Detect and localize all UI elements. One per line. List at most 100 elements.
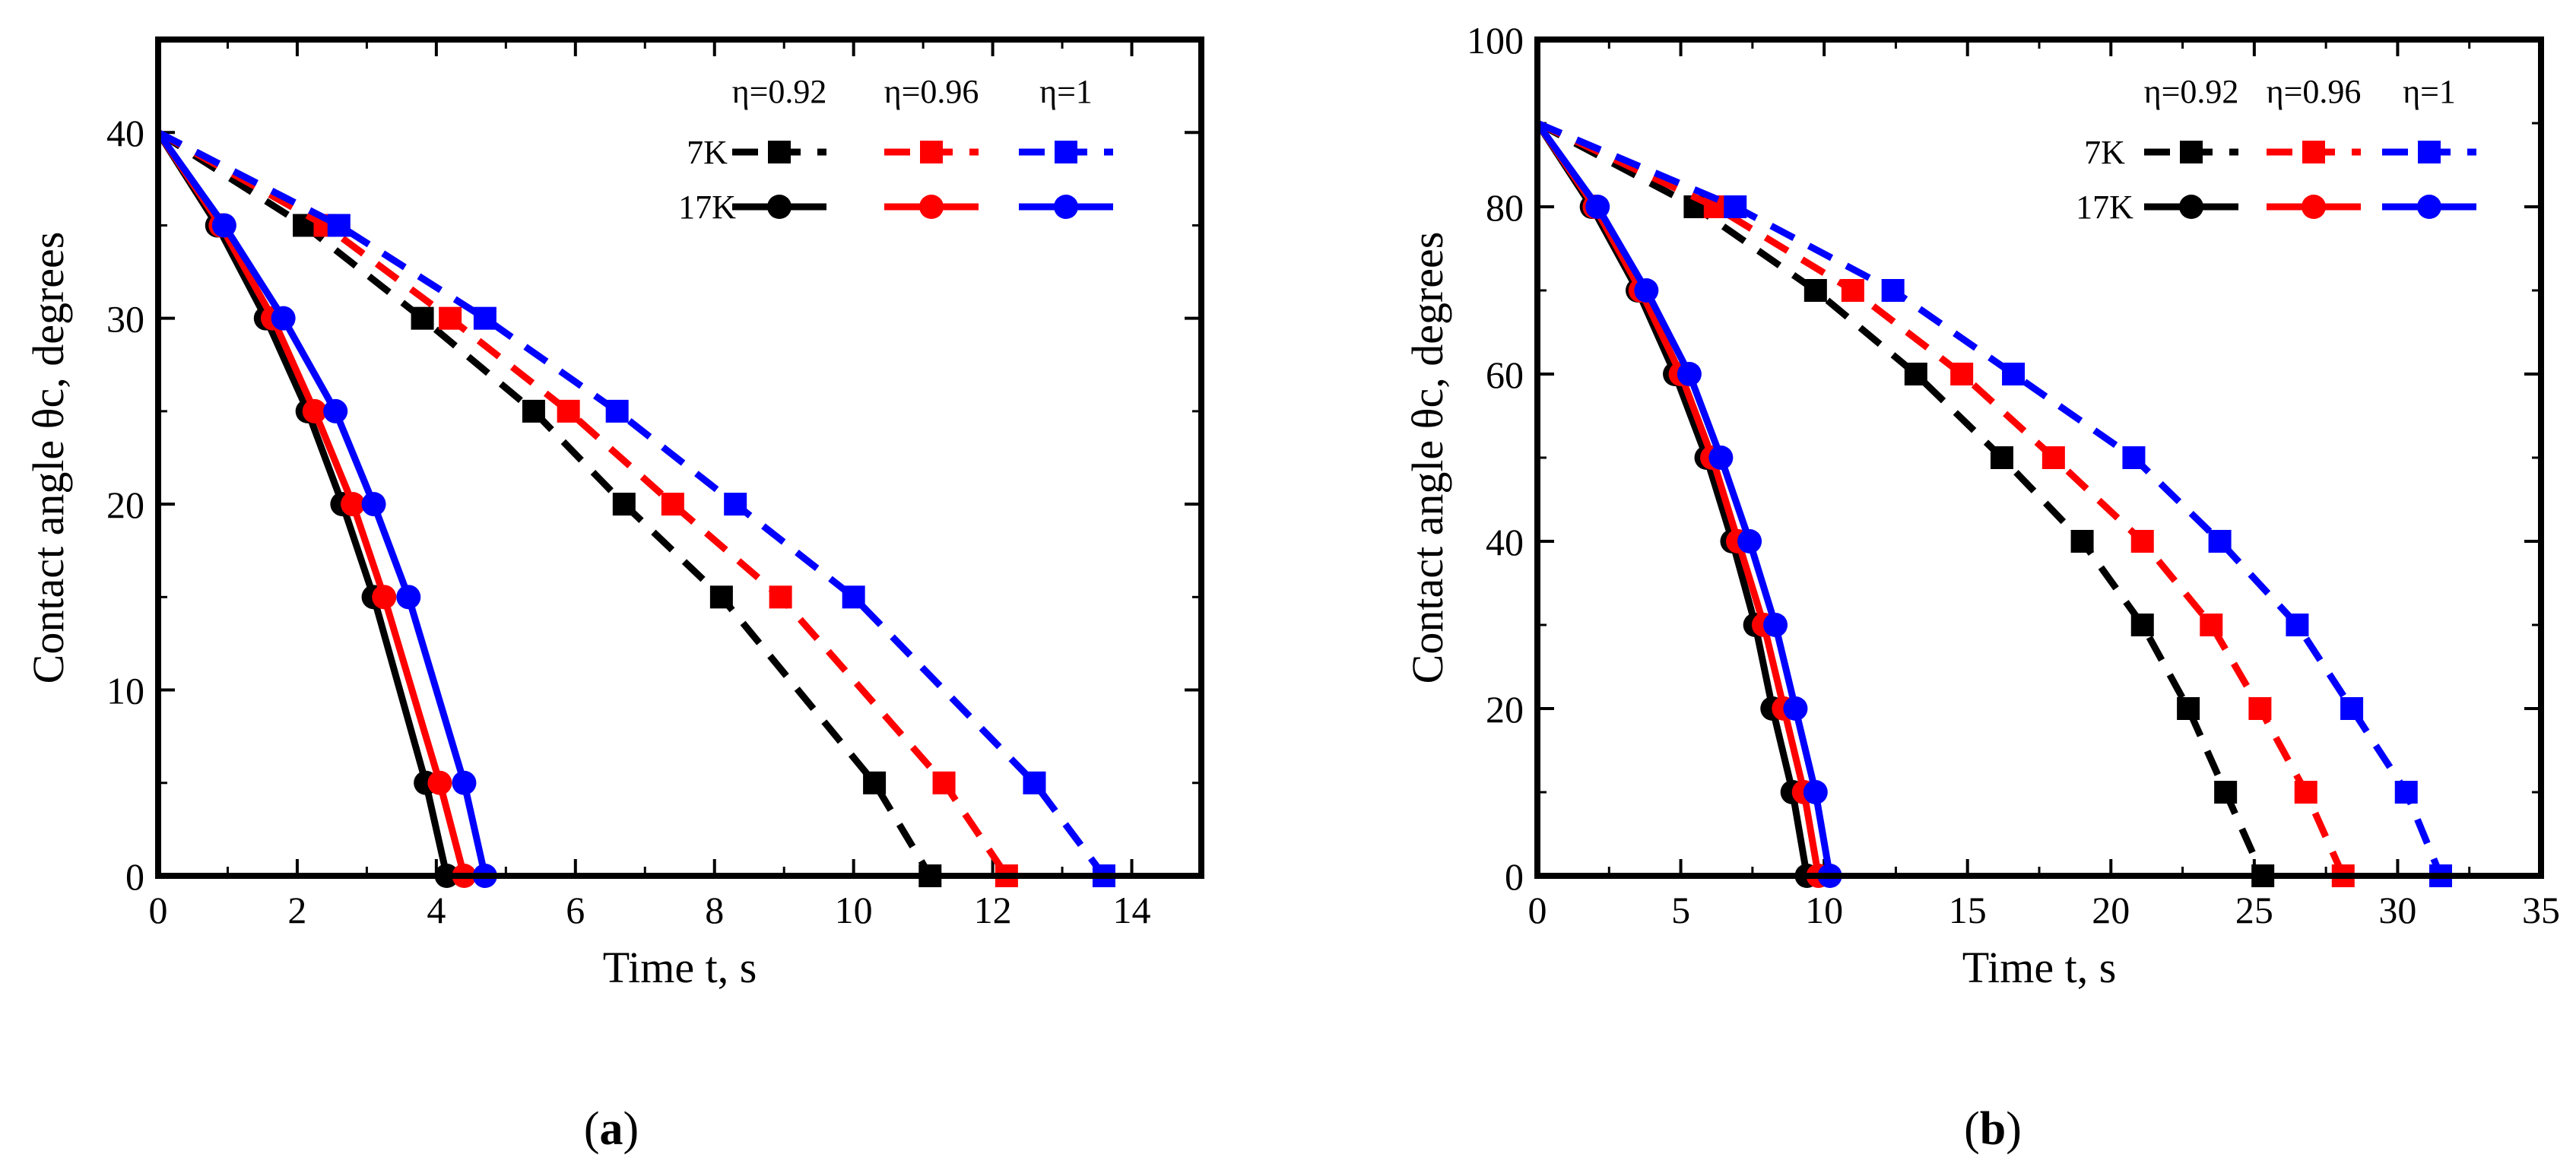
legend-marker-circle bbox=[2179, 195, 2203, 219]
y-tick-label: 10 bbox=[106, 670, 144, 712]
x-axis-label: Time t, s bbox=[603, 943, 757, 992]
data-point-square bbox=[2130, 530, 2154, 553]
data-point-square bbox=[605, 399, 629, 423]
panel-label-close: ) bbox=[2006, 1103, 2022, 1155]
series-line-7K-1 bbox=[156, 129, 1010, 878]
data-point-circle bbox=[1783, 696, 1808, 721]
data-point-circle bbox=[271, 306, 296, 331]
x-tick-label: 8 bbox=[705, 889, 724, 931]
data-point-square bbox=[661, 493, 684, 516]
data-point-square bbox=[724, 493, 747, 516]
legend-column-header: η=0.96 bbox=[884, 73, 979, 110]
x-tick-label: 12 bbox=[974, 889, 1012, 931]
legend-marker-square bbox=[2418, 141, 2441, 163]
x-tick-label: 5 bbox=[1671, 889, 1690, 931]
legend-marker-square bbox=[1055, 141, 1077, 163]
data-point-square bbox=[2248, 697, 2272, 720]
data-point-circle bbox=[341, 492, 366, 517]
data-point-circle bbox=[427, 770, 452, 795]
data-point-circle bbox=[1737, 529, 1762, 553]
data-point-square bbox=[2002, 363, 2026, 385]
panel-label: (b) bbox=[1964, 1103, 2022, 1155]
y-axis-label: Contact angle θc, degrees bbox=[24, 232, 73, 684]
panel-label-letter: a bbox=[600, 1103, 623, 1155]
data-point-circle bbox=[452, 770, 477, 795]
data-point-square bbox=[769, 585, 792, 609]
data-point-square bbox=[2200, 614, 2223, 636]
x-tick-label: 14 bbox=[1113, 889, 1151, 931]
data-point-circle bbox=[396, 585, 421, 610]
y-tick-label: 20 bbox=[106, 484, 144, 526]
data-point-square bbox=[1724, 195, 1747, 218]
series-line-7K-1 bbox=[1536, 119, 2346, 877]
legend-row-label: 17K bbox=[678, 189, 736, 226]
data-point-square bbox=[327, 214, 351, 237]
chart-a: 0 2 4 6 8 10 12 14 0 10 20 30 40 η=0.92 η=0.96 η=1 7K 17K… bbox=[24, 36, 1204, 1155]
data-point-square bbox=[2122, 446, 2146, 469]
series-line-7K-0 bbox=[156, 129, 934, 878]
x-tick-label: 35 bbox=[2522, 889, 2560, 931]
x-tick-label: 4 bbox=[427, 889, 446, 931]
data-point-circle bbox=[361, 492, 386, 517]
panel-label: (a) bbox=[584, 1103, 639, 1155]
series-line-17K-5 bbox=[155, 130, 489, 877]
data-point-square bbox=[2286, 614, 2309, 636]
data-point-square bbox=[842, 585, 865, 609]
legend-column-header: η=1 bbox=[1039, 73, 1093, 110]
x-tick-label: 15 bbox=[1949, 889, 1987, 931]
data-point-square bbox=[2177, 697, 2200, 720]
data-point-circle bbox=[1677, 362, 1702, 386]
legend-marker-circle bbox=[2417, 195, 2441, 219]
y-tick-label: 40 bbox=[106, 112, 144, 154]
legend-marker-circle bbox=[919, 195, 944, 219]
series-line-17K-4 bbox=[1534, 121, 1823, 877]
legend-column-header: η=0.92 bbox=[732, 73, 827, 110]
legend-marker-square bbox=[2302, 141, 2325, 163]
legend-marker-circle bbox=[1054, 195, 1078, 219]
data-point-square bbox=[1023, 771, 1046, 794]
data-point-square bbox=[2340, 697, 2364, 720]
legend-marker-circle bbox=[767, 195, 792, 219]
data-point-square bbox=[522, 399, 545, 423]
x-tick-label: 0 bbox=[149, 889, 168, 931]
legend-row-label: 17K bbox=[2076, 189, 2133, 226]
data-point-circle bbox=[1708, 446, 1734, 470]
legend-row-label: 7K bbox=[687, 134, 728, 171]
data-point-circle bbox=[1585, 195, 1610, 219]
data-point-circle bbox=[1803, 780, 1828, 804]
y-tick-label: 20 bbox=[1486, 688, 1524, 731]
data-point-circle bbox=[372, 585, 397, 610]
x-tick-label: 25 bbox=[2235, 889, 2273, 931]
series-line-17K-3 bbox=[155, 130, 450, 877]
y-tick-label: 100 bbox=[1467, 19, 1524, 62]
data-point-square bbox=[2214, 781, 2238, 804]
y-axis-label: Contact angle θc, degrees bbox=[1403, 232, 1452, 684]
plot-frame bbox=[155, 36, 1204, 879]
x-tick-label: 2 bbox=[287, 889, 306, 931]
chart-b: 0 5 10 15 20 25 30 35 0 20 40 60 80 100 η=0.92 η=0.96 η=… bbox=[1403, 19, 2560, 1155]
series-line-7K-2 bbox=[156, 129, 1107, 878]
x-tick-label: 30 bbox=[2378, 889, 2416, 931]
data-point-circle bbox=[1634, 278, 1659, 303]
panel-label-close: ) bbox=[623, 1103, 639, 1155]
plot-frame bbox=[1534, 36, 2544, 879]
data-point-square bbox=[1804, 279, 1827, 302]
data-point-circle bbox=[211, 213, 236, 238]
y-tick-label: 80 bbox=[1486, 186, 1524, 229]
x-tick-label: 0 bbox=[1528, 889, 1547, 931]
data-point-square bbox=[1841, 279, 1864, 302]
x-tick-label: 6 bbox=[566, 889, 585, 931]
legend-column-header: η=0.92 bbox=[2144, 73, 2239, 110]
x-tick-label: 10 bbox=[1805, 889, 1843, 931]
data-point-square bbox=[473, 306, 496, 330]
data-point-square bbox=[557, 399, 580, 423]
legend-marker-square bbox=[768, 141, 791, 163]
panel-label-open: ( bbox=[1964, 1103, 1980, 1155]
data-point-square bbox=[439, 306, 462, 330]
y-tick-label: 0 bbox=[1505, 855, 1524, 898]
data-point-square bbox=[2070, 530, 2094, 553]
legend-column-header: η=0.96 bbox=[2267, 73, 2362, 110]
data-point-square bbox=[2208, 530, 2232, 553]
panel-label-letter: b bbox=[1980, 1103, 2006, 1155]
data-point-square bbox=[2130, 614, 2154, 636]
